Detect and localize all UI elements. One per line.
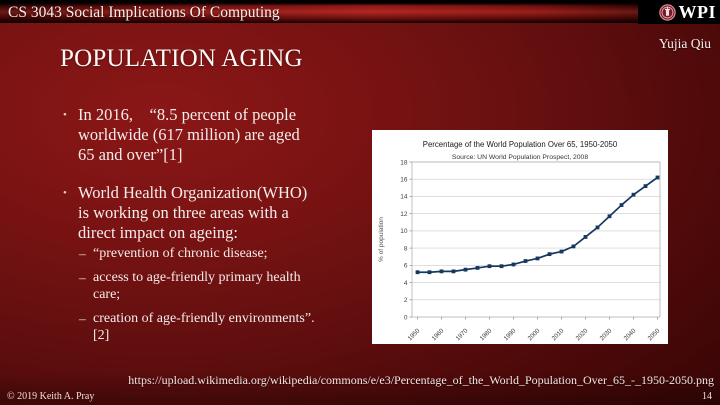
- copyright-text: © 2019 Keith A. Pray: [7, 391, 95, 402]
- svg-text:10: 10: [400, 228, 408, 235]
- dash-marker: –: [79, 310, 86, 326]
- svg-text:2: 2: [404, 297, 408, 304]
- wpi-logo-text: WPI: [678, 2, 716, 22]
- svg-text:Source: UN World Population Pr: Source: UN World Population Prospect, 20…: [452, 154, 588, 161]
- sub-bullet-list: – “prevention of chronic disease; – acce…: [79, 245, 359, 344]
- svg-text:6: 6: [404, 263, 408, 270]
- sub-bullet-text-1: “prevention of chronic disease;: [93, 246, 268, 261]
- svg-text:18: 18: [400, 159, 408, 166]
- sub-bullet-item-2: – access to age-friendly primary health …: [79, 269, 359, 303]
- bullet-text-2: World Health Organization(WHO) is workin…: [78, 183, 308, 242]
- dash-marker: –: [79, 269, 86, 285]
- bullet-marker: •: [63, 109, 67, 121]
- source-url-link[interactable]: https://upload.wikimedia.org/wikipedia/c…: [128, 373, 714, 387]
- sub-bullet-text-2: access to age-friendly primary health ca…: [93, 270, 301, 302]
- svg-text:% of population: % of population: [378, 217, 385, 262]
- wpi-logo: WPI: [638, 0, 720, 24]
- sub-bullet-item-3: – creation of age-friendly environments”…: [79, 310, 359, 344]
- sub-bullet-text-3: creation of age-friendly environments”. …: [93, 311, 315, 343]
- bullet-marker: •: [63, 187, 67, 199]
- page-number: 14: [702, 391, 712, 402]
- course-title: CS 3043 Social Implications Of Computing: [8, 4, 280, 21]
- svg-text:16: 16: [400, 177, 408, 184]
- bullet-list: • In 2016, “8.5 percent of people worldw…: [59, 105, 359, 351]
- bullet-item-1: • In 2016, “8.5 percent of people worldw…: [59, 105, 359, 165]
- slide-title: POPULATION AGING: [60, 45, 303, 72]
- svg-text:8: 8: [404, 245, 408, 252]
- author-name: Yujia Qiu: [658, 36, 711, 51]
- bullet-item-2: • World Health Organization(WHO) is work…: [59, 183, 359, 243]
- svg-text:4: 4: [404, 280, 408, 287]
- svg-text:14: 14: [400, 194, 408, 201]
- sub-bullet-item-1: – “prevention of chronic disease;: [79, 245, 359, 262]
- dash-marker: –: [79, 245, 86, 261]
- wpi-seal-icon: [658, 3, 676, 21]
- svg-text:Percentage of the World Popula: Percentage of the World Population Over …: [423, 140, 618, 149]
- population-chart-image: Percentage of the World Population Over …: [372, 130, 668, 344]
- chart-svg: Percentage of the World Population Over …: [372, 130, 668, 344]
- header-bar: CS 3043 Social Implications Of Computing: [0, 0, 720, 23]
- svg-text:12: 12: [400, 211, 408, 218]
- svg-text:0: 0: [404, 314, 408, 321]
- bullet-text-1: In 2016, “8.5 percent of people worldwid…: [78, 105, 300, 164]
